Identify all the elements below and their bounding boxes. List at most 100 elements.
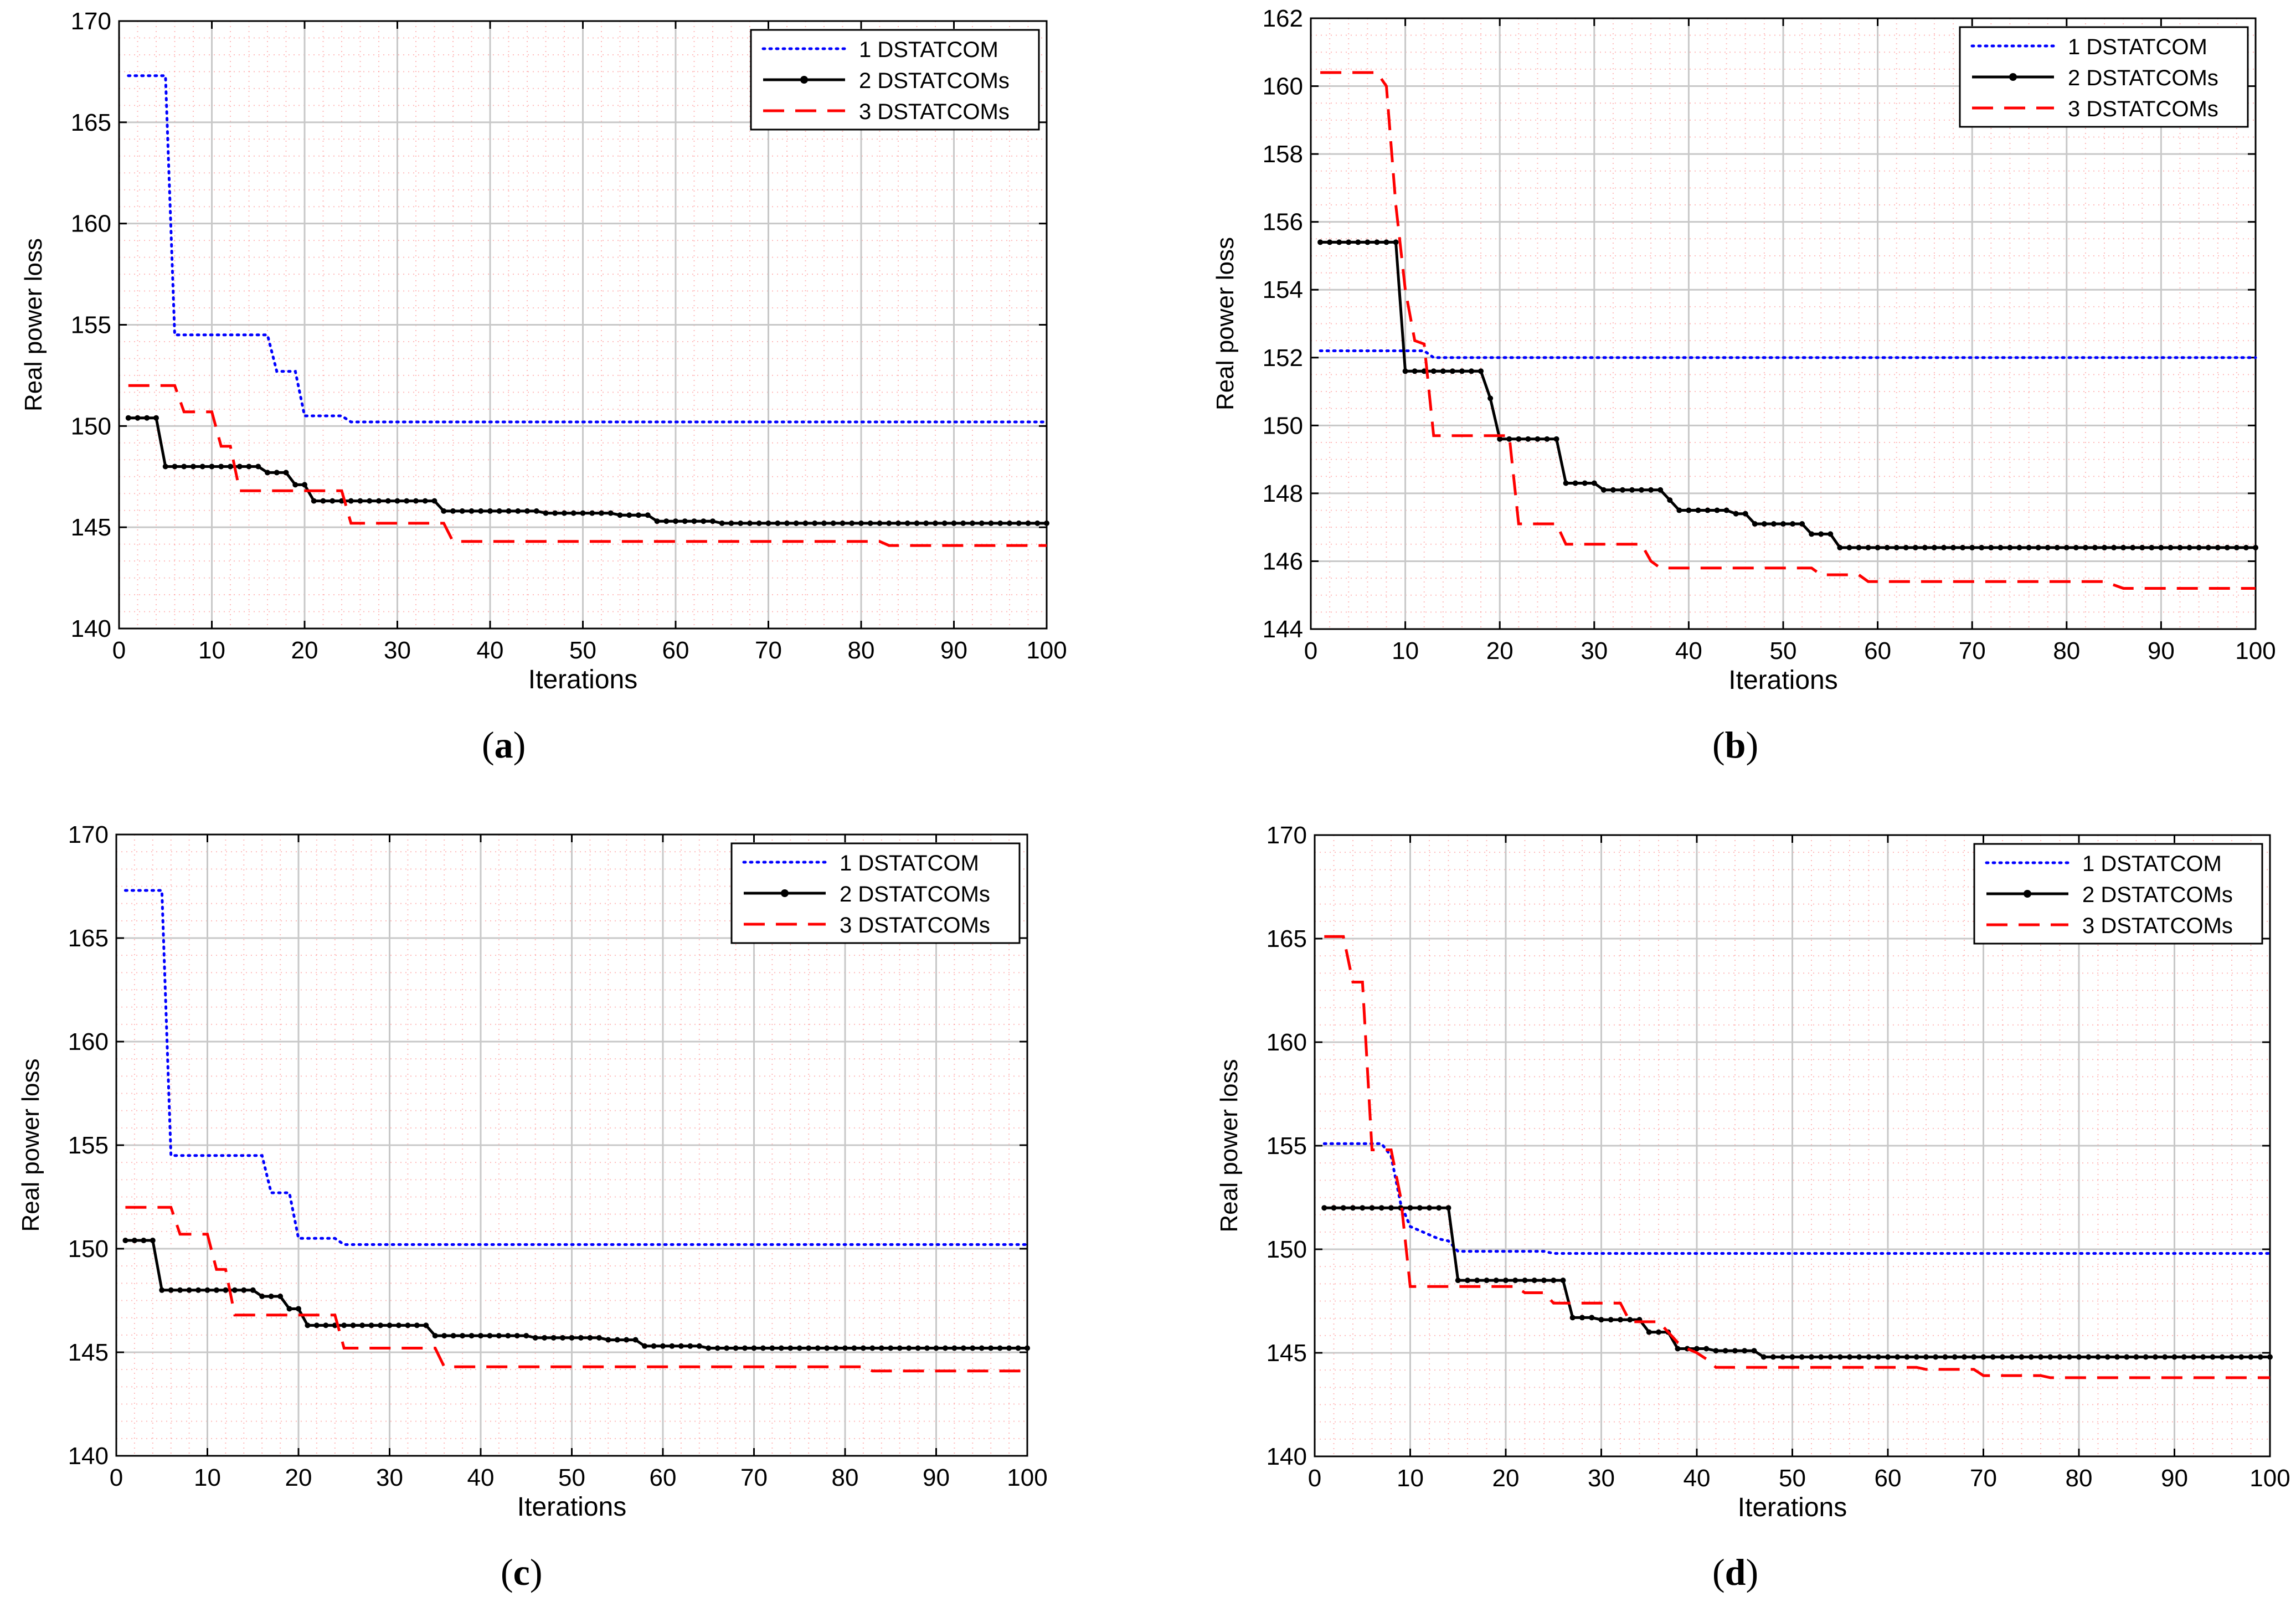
legend: 1 DSTATCOM 2 DSTATCOMs 3 DSTATCOMs [1973, 843, 2263, 945]
series-line-1 [1322, 1142, 2272, 1255]
series-marker [951, 1345, 957, 1351]
series-marker [320, 498, 326, 504]
series-marker [422, 498, 428, 504]
series-marker [1885, 1354, 1891, 1360]
series-marker [515, 508, 521, 514]
series-marker [960, 1345, 966, 1351]
series-marker [1904, 1354, 1910, 1360]
series-marker [1544, 436, 1550, 442]
legend-label-1: 1 DSTATCOM [840, 851, 979, 875]
series-marker [1933, 1354, 1939, 1360]
series-marker [1789, 1354, 1795, 1360]
series-marker [1952, 1354, 1958, 1360]
panel-label-c: (c) [501, 1551, 543, 1593]
series-marker [1412, 368, 1418, 374]
series-marker [570, 510, 576, 516]
legend: 1 DSTATCOM 2 DSTATCOMs 3 DSTATCOMs [750, 29, 1040, 131]
series-line-3 [128, 384, 1047, 547]
series-marker [2171, 1354, 2177, 1360]
series-marker [642, 1343, 648, 1349]
series-marker [1790, 521, 1796, 527]
series-marker [2066, 1354, 2072, 1360]
series-marker [1962, 1354, 1967, 1360]
series-marker [562, 510, 567, 516]
y-tick-label: 152 [1263, 344, 1303, 372]
series-line-3 [1324, 935, 2270, 1379]
series-marker [2016, 544, 2022, 550]
series-marker [223, 1287, 229, 1293]
series-marker [1493, 1278, 1499, 1284]
legend-label-2: 2 DSTATCOMs [2068, 66, 2218, 90]
legend-marker [2009, 73, 2017, 81]
series-marker [1931, 544, 1937, 550]
series-marker [673, 518, 678, 524]
series-marker [2215, 544, 2221, 550]
x-tick-label: 100 [1026, 637, 1067, 664]
x-tick-label: 10 [1392, 637, 1419, 665]
series-marker [914, 520, 920, 526]
series-marker [830, 520, 836, 526]
series-marker [236, 463, 243, 470]
series-marker [277, 1294, 284, 1300]
series-marker [2063, 544, 2070, 550]
x-tick-label: 0 [112, 637, 126, 664]
series-marker [144, 415, 150, 421]
series-marker [286, 1306, 292, 1312]
series-marker [1705, 507, 1711, 513]
series-marker [1723, 507, 1729, 513]
series-marker [441, 1333, 447, 1339]
series-marker [1856, 1354, 1862, 1360]
series-marker [506, 508, 512, 514]
x-tick-label: 90 [2161, 1465, 2188, 1492]
x-tick-label: 100 [1007, 1464, 1047, 1491]
series-marker [1563, 480, 1569, 486]
series-marker [2057, 1354, 2063, 1360]
series-marker [1780, 521, 1786, 527]
series-marker [378, 1322, 384, 1328]
y-tick-label: 155 [71, 312, 111, 339]
series-marker [478, 508, 484, 514]
series-marker [357, 498, 363, 504]
series-marker [1436, 1205, 1442, 1211]
y-tick-label: 145 [1267, 1340, 1307, 1367]
series-marker [2054, 544, 2060, 550]
series-marker [1383, 239, 1389, 245]
y-tick-label: 155 [1267, 1132, 1307, 1160]
x-axis-label: Iterations [528, 665, 637, 694]
series-marker [431, 498, 437, 504]
series-marker [2229, 1354, 2235, 1360]
series-marker [1847, 1354, 1852, 1360]
series-marker [1618, 1317, 1623, 1323]
series-marker [186, 1287, 192, 1293]
y-tick-label: 160 [1263, 73, 1303, 100]
x-axis-label: Iterations [517, 1492, 626, 1522]
x-tick-label: 10 [1397, 1465, 1424, 1492]
series-marker [460, 1333, 466, 1339]
x-tick-label: 60 [650, 1464, 677, 1491]
series-marker [195, 1287, 202, 1293]
series-marker [1884, 544, 1890, 550]
series-marker [1856, 544, 1862, 550]
series-marker [636, 512, 641, 518]
series-marker [1761, 521, 1767, 527]
series-marker [542, 1335, 548, 1341]
series-marker [624, 1337, 630, 1343]
series-marker [1007, 520, 1012, 526]
series-marker [886, 520, 892, 526]
x-tick-label: 100 [2249, 1465, 2290, 1492]
series-marker [1695, 507, 1701, 513]
series-marker [274, 470, 280, 476]
series-marker [821, 520, 827, 526]
series-marker [1895, 1354, 1901, 1360]
series-marker [988, 1345, 994, 1351]
y-axis-label: Real power loss [17, 1058, 44, 1232]
y-tick-label: 162 [1263, 5, 1303, 32]
series-marker [1516, 436, 1522, 442]
series-marker [1388, 1205, 1394, 1211]
y-tick-label: 140 [71, 615, 111, 642]
series-marker [1503, 1278, 1509, 1284]
series-marker [924, 1345, 930, 1351]
series-marker [997, 1345, 1003, 1351]
series-marker [824, 1345, 830, 1351]
series-marker [1522, 1278, 1528, 1284]
